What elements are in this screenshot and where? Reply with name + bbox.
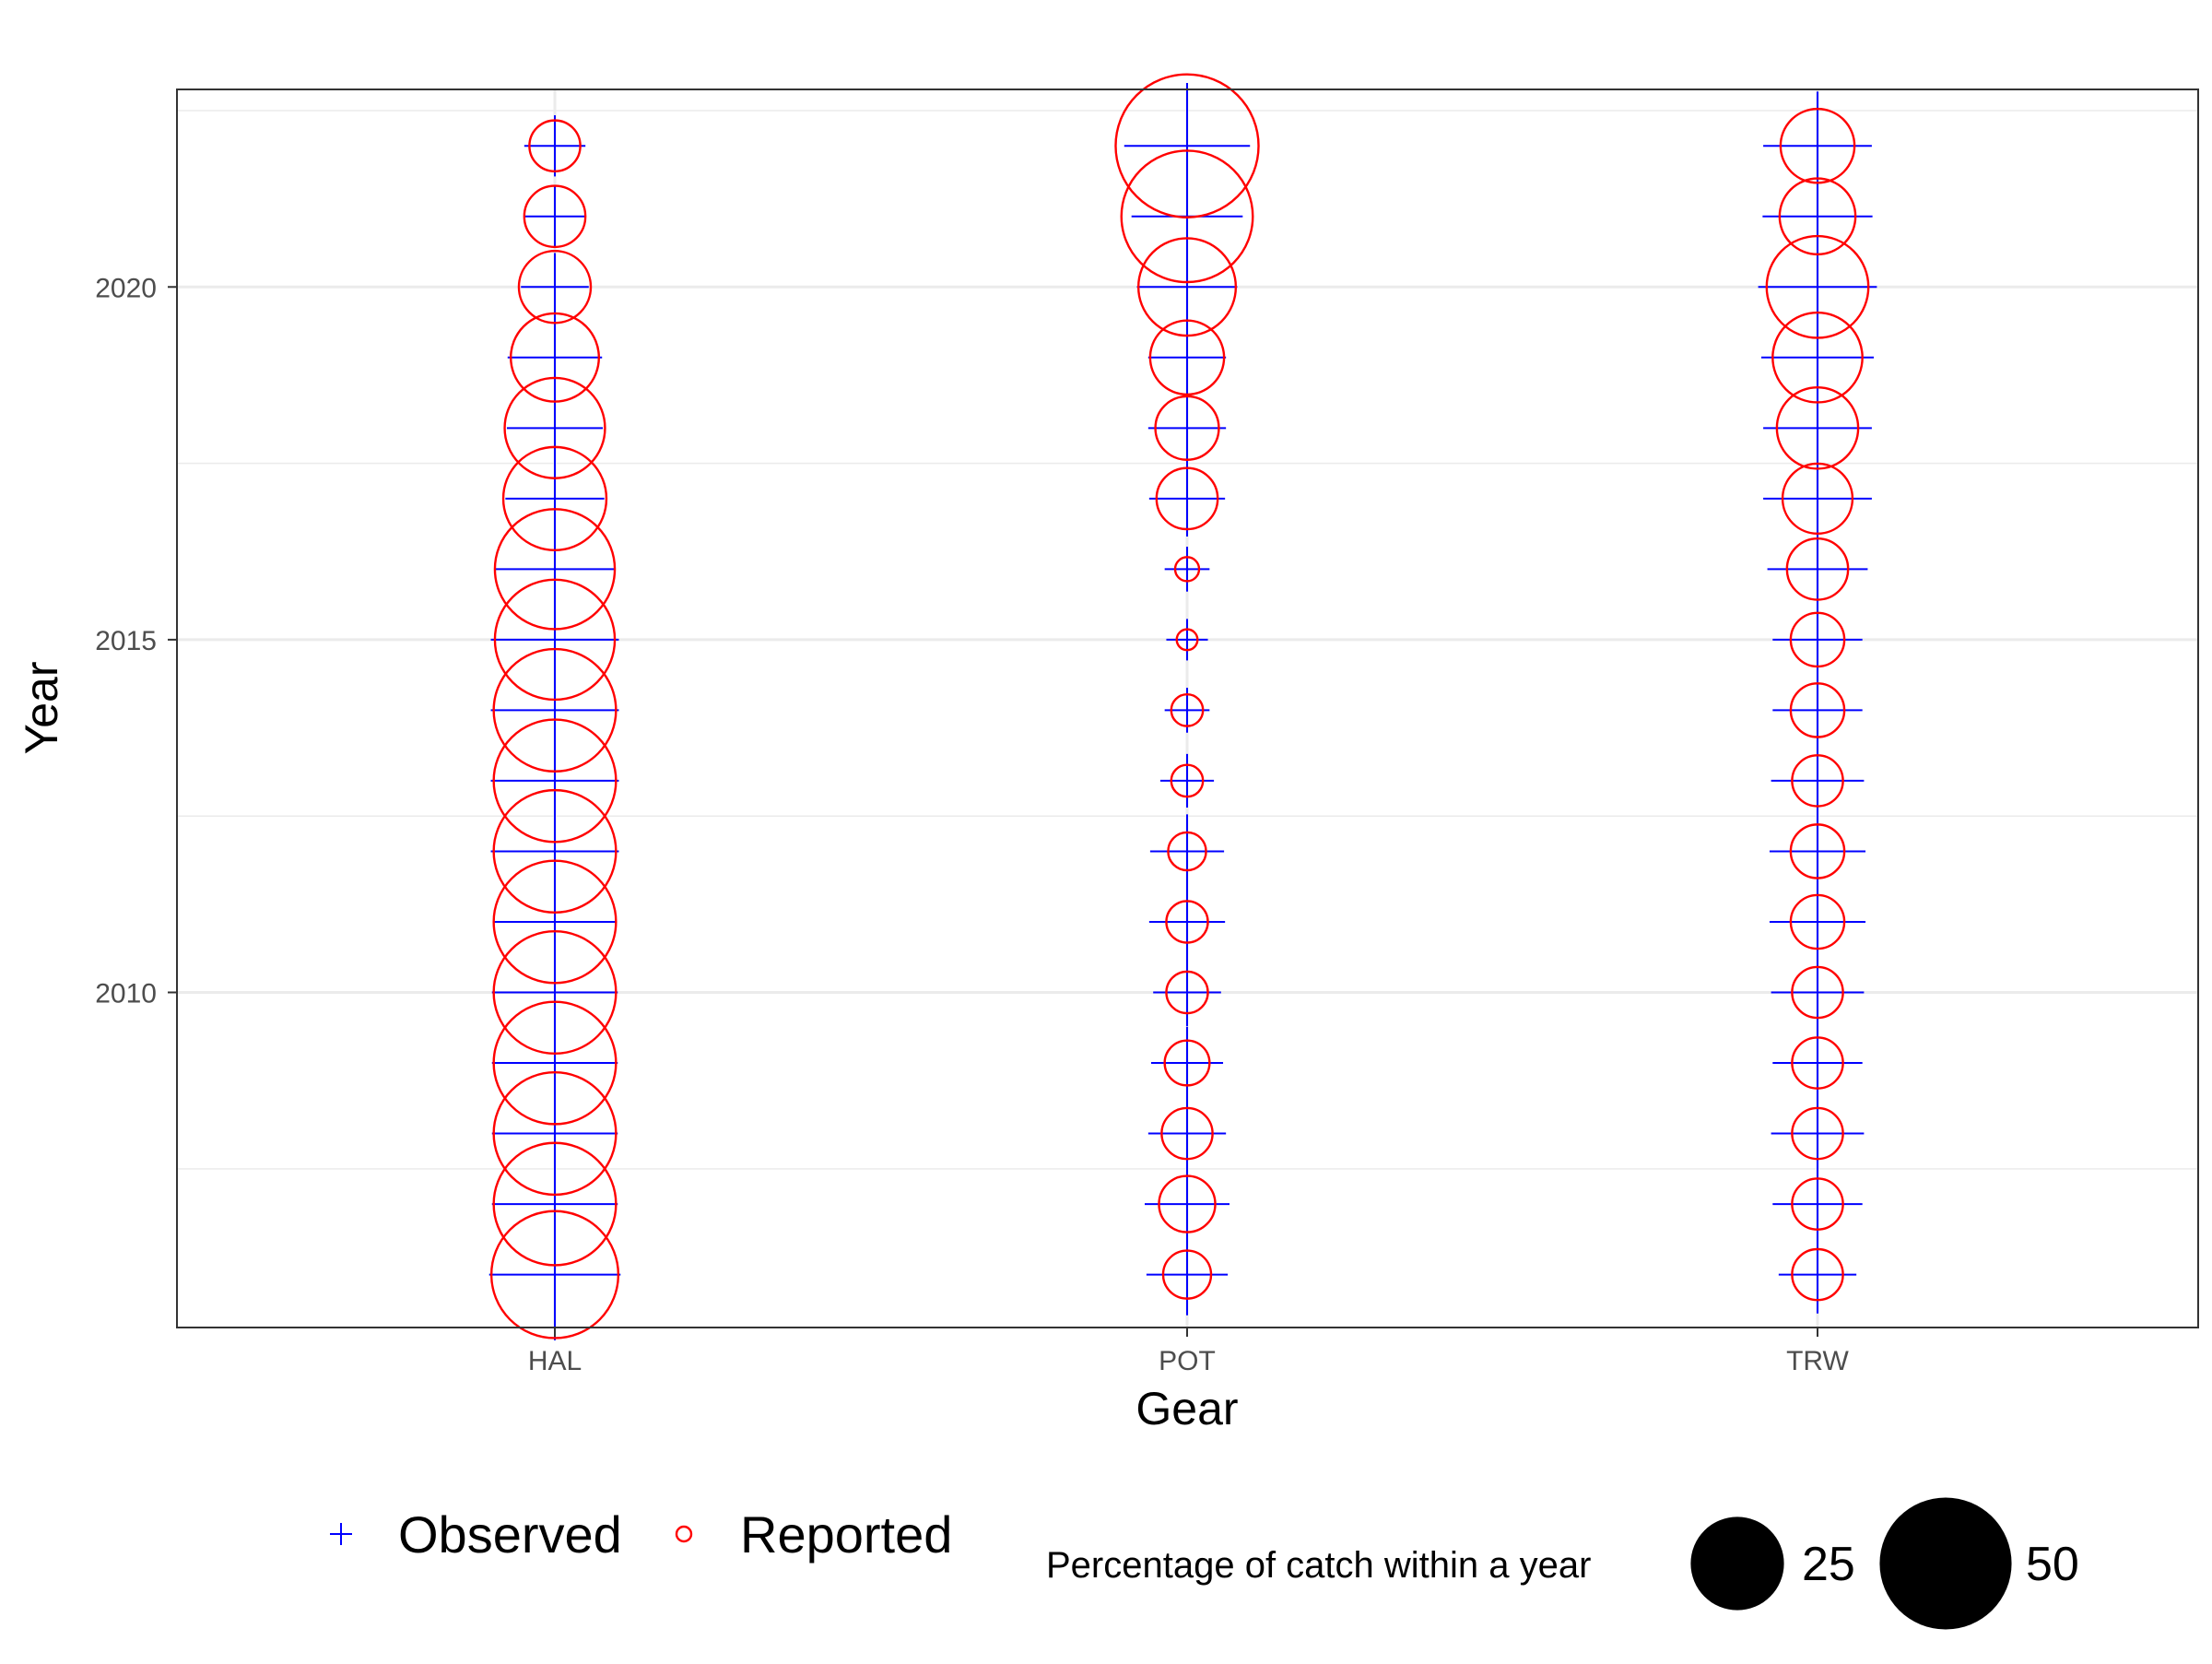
size-legend-circle	[1690, 1516, 1784, 1611]
reported-point	[1781, 462, 1854, 535]
reported-point	[1791, 754, 1844, 808]
size-legend: Percentage of catch within a year 25 50	[1046, 1497, 2079, 1630]
reported-point	[1791, 965, 1844, 1020]
reported-point	[1160, 1106, 1214, 1161]
reported-point	[493, 508, 617, 631]
observed-point	[1148, 460, 1226, 537]
x-axis: HAL POT TRW	[528, 1328, 1850, 1376]
reported-point	[1170, 693, 1205, 727]
reported-point	[492, 1141, 618, 1267]
reported-point	[1120, 149, 1254, 284]
reported-point	[1791, 1106, 1844, 1161]
reported-point	[492, 1071, 618, 1197]
reported-point	[509, 312, 601, 403]
size-legend-label: 25	[1802, 1538, 1855, 1591]
reported-point	[1789, 893, 1846, 950]
reported-point	[1163, 1039, 1211, 1087]
reported-point	[1785, 537, 1850, 601]
observed-point	[521, 253, 589, 322]
observed-point	[1164, 547, 1210, 592]
observed-point	[1124, 82, 1251, 209]
legend-item-observed: Observed	[330, 1505, 622, 1564]
size-legend-label: 50	[2026, 1538, 2079, 1591]
reported-point	[1165, 970, 1209, 1015]
y-tick-label: 2015	[95, 626, 157, 656]
reported-point	[1114, 73, 1260, 218]
legend-item-reported: Reported	[675, 1505, 952, 1564]
legend-observed-label: Observed	[398, 1505, 622, 1564]
reported-point	[1155, 466, 1219, 531]
reported-point	[492, 1000, 618, 1126]
reported-point	[1791, 1177, 1844, 1231]
x-axis-title: Gear	[1135, 1383, 1238, 1434]
reported-point	[492, 788, 618, 915]
legend: Observed Reported	[330, 1505, 952, 1564]
observed-point	[1148, 883, 1226, 961]
size-legend-circle	[1879, 1497, 2012, 1630]
reported-point	[492, 718, 618, 844]
reported-point	[1791, 1247, 1844, 1302]
reported-point	[1791, 1036, 1844, 1090]
observed-point	[1146, 1233, 1229, 1316]
reported-point	[1775, 385, 1860, 470]
reported-point	[1789, 682, 1846, 738]
observed-point	[1150, 1027, 1224, 1100]
reported-point	[1779, 107, 1856, 184]
reported-point	[1175, 628, 1199, 652]
reported-point	[1167, 831, 1207, 872]
reported-point	[1765, 234, 1870, 339]
x-tick-label: TRW	[1786, 1346, 1849, 1376]
reported-point	[501, 445, 608, 552]
reported-point	[1778, 177, 1857, 256]
reported-point	[528, 119, 582, 173]
x-tick-label: POT	[1159, 1346, 1216, 1376]
reported-point	[1158, 1174, 1217, 1233]
y-axis: 2010 2015 2020	[95, 273, 177, 1009]
reported-point	[1771, 311, 1864, 404]
reported-point	[492, 859, 618, 985]
observed-point	[507, 310, 603, 406]
legend-reported-label: Reported	[740, 1505, 952, 1564]
observed-point	[1166, 619, 1208, 661]
reported-point	[1154, 395, 1220, 461]
observed-point	[524, 185, 586, 247]
reported-point	[1136, 237, 1238, 337]
reported-point	[503, 376, 606, 479]
reported-series	[489, 73, 1870, 1339]
observed-point	[1149, 814, 1225, 889]
legend-observed-key	[330, 1523, 352, 1545]
reported-point	[1789, 823, 1846, 879]
x-tick-label: HAL	[528, 1346, 582, 1376]
reported-point	[492, 647, 618, 773]
y-tick-label: 2020	[95, 273, 157, 303]
legend-reported-key	[675, 1525, 693, 1543]
reported-point	[1165, 900, 1209, 944]
observed-point	[1153, 958, 1221, 1027]
reported-point	[1161, 1249, 1213, 1300]
reported-point	[1148, 319, 1226, 396]
reported-point	[523, 184, 587, 249]
reported-point	[492, 929, 618, 1056]
observed-point	[524, 115, 586, 177]
y-tick-label: 2010	[95, 979, 157, 1009]
reported-point	[1173, 556, 1201, 583]
reported-point	[493, 578, 617, 702]
reported-point	[489, 1210, 620, 1339]
observed-point	[1159, 753, 1215, 808]
y-axis-title: Year	[16, 661, 67, 754]
reported-point	[517, 250, 593, 325]
size-legend-keys: 25 50	[1690, 1497, 2079, 1630]
size-legend-title: Percentage of catch within a year	[1046, 1545, 1591, 1586]
observed-point	[1147, 389, 1227, 467]
reported-point	[1170, 763, 1205, 798]
reported-point	[1789, 611, 1846, 668]
